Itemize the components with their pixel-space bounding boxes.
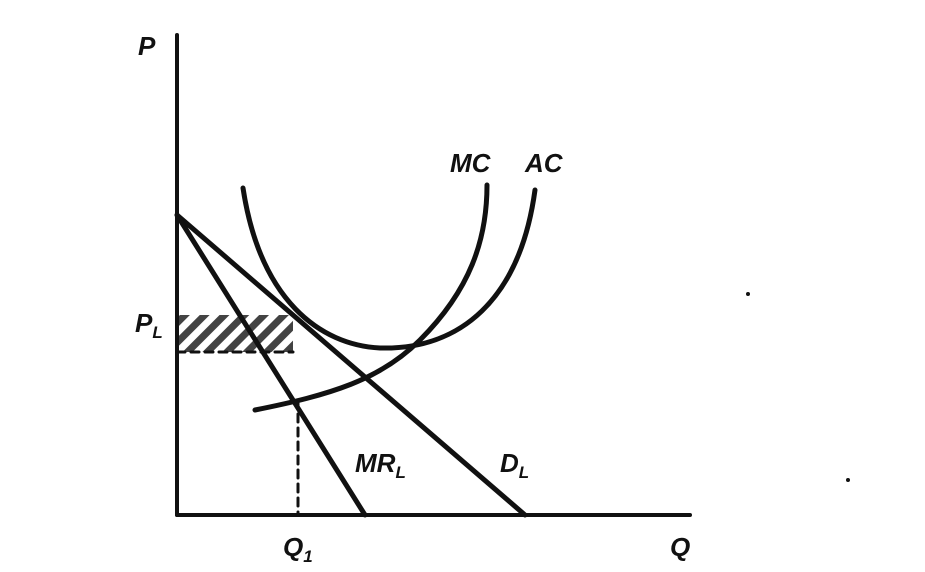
y-axis-label: P [138, 31, 156, 61]
quantity-label: Q1 [283, 532, 313, 566]
speck [846, 478, 850, 482]
speck [746, 292, 750, 296]
demand-label: DL [500, 448, 529, 482]
price-label: PL [135, 308, 163, 342]
x-axis-label: Q [670, 532, 690, 562]
ac-curve [240, 185, 538, 351]
mr-line [174, 212, 368, 518]
mc-label: MC [450, 148, 492, 178]
demand-line [174, 212, 528, 518]
profit-area [177, 315, 293, 352]
mc-curve [252, 182, 490, 413]
ac-label: AC [524, 148, 564, 178]
mr-label: MRL [355, 448, 406, 482]
